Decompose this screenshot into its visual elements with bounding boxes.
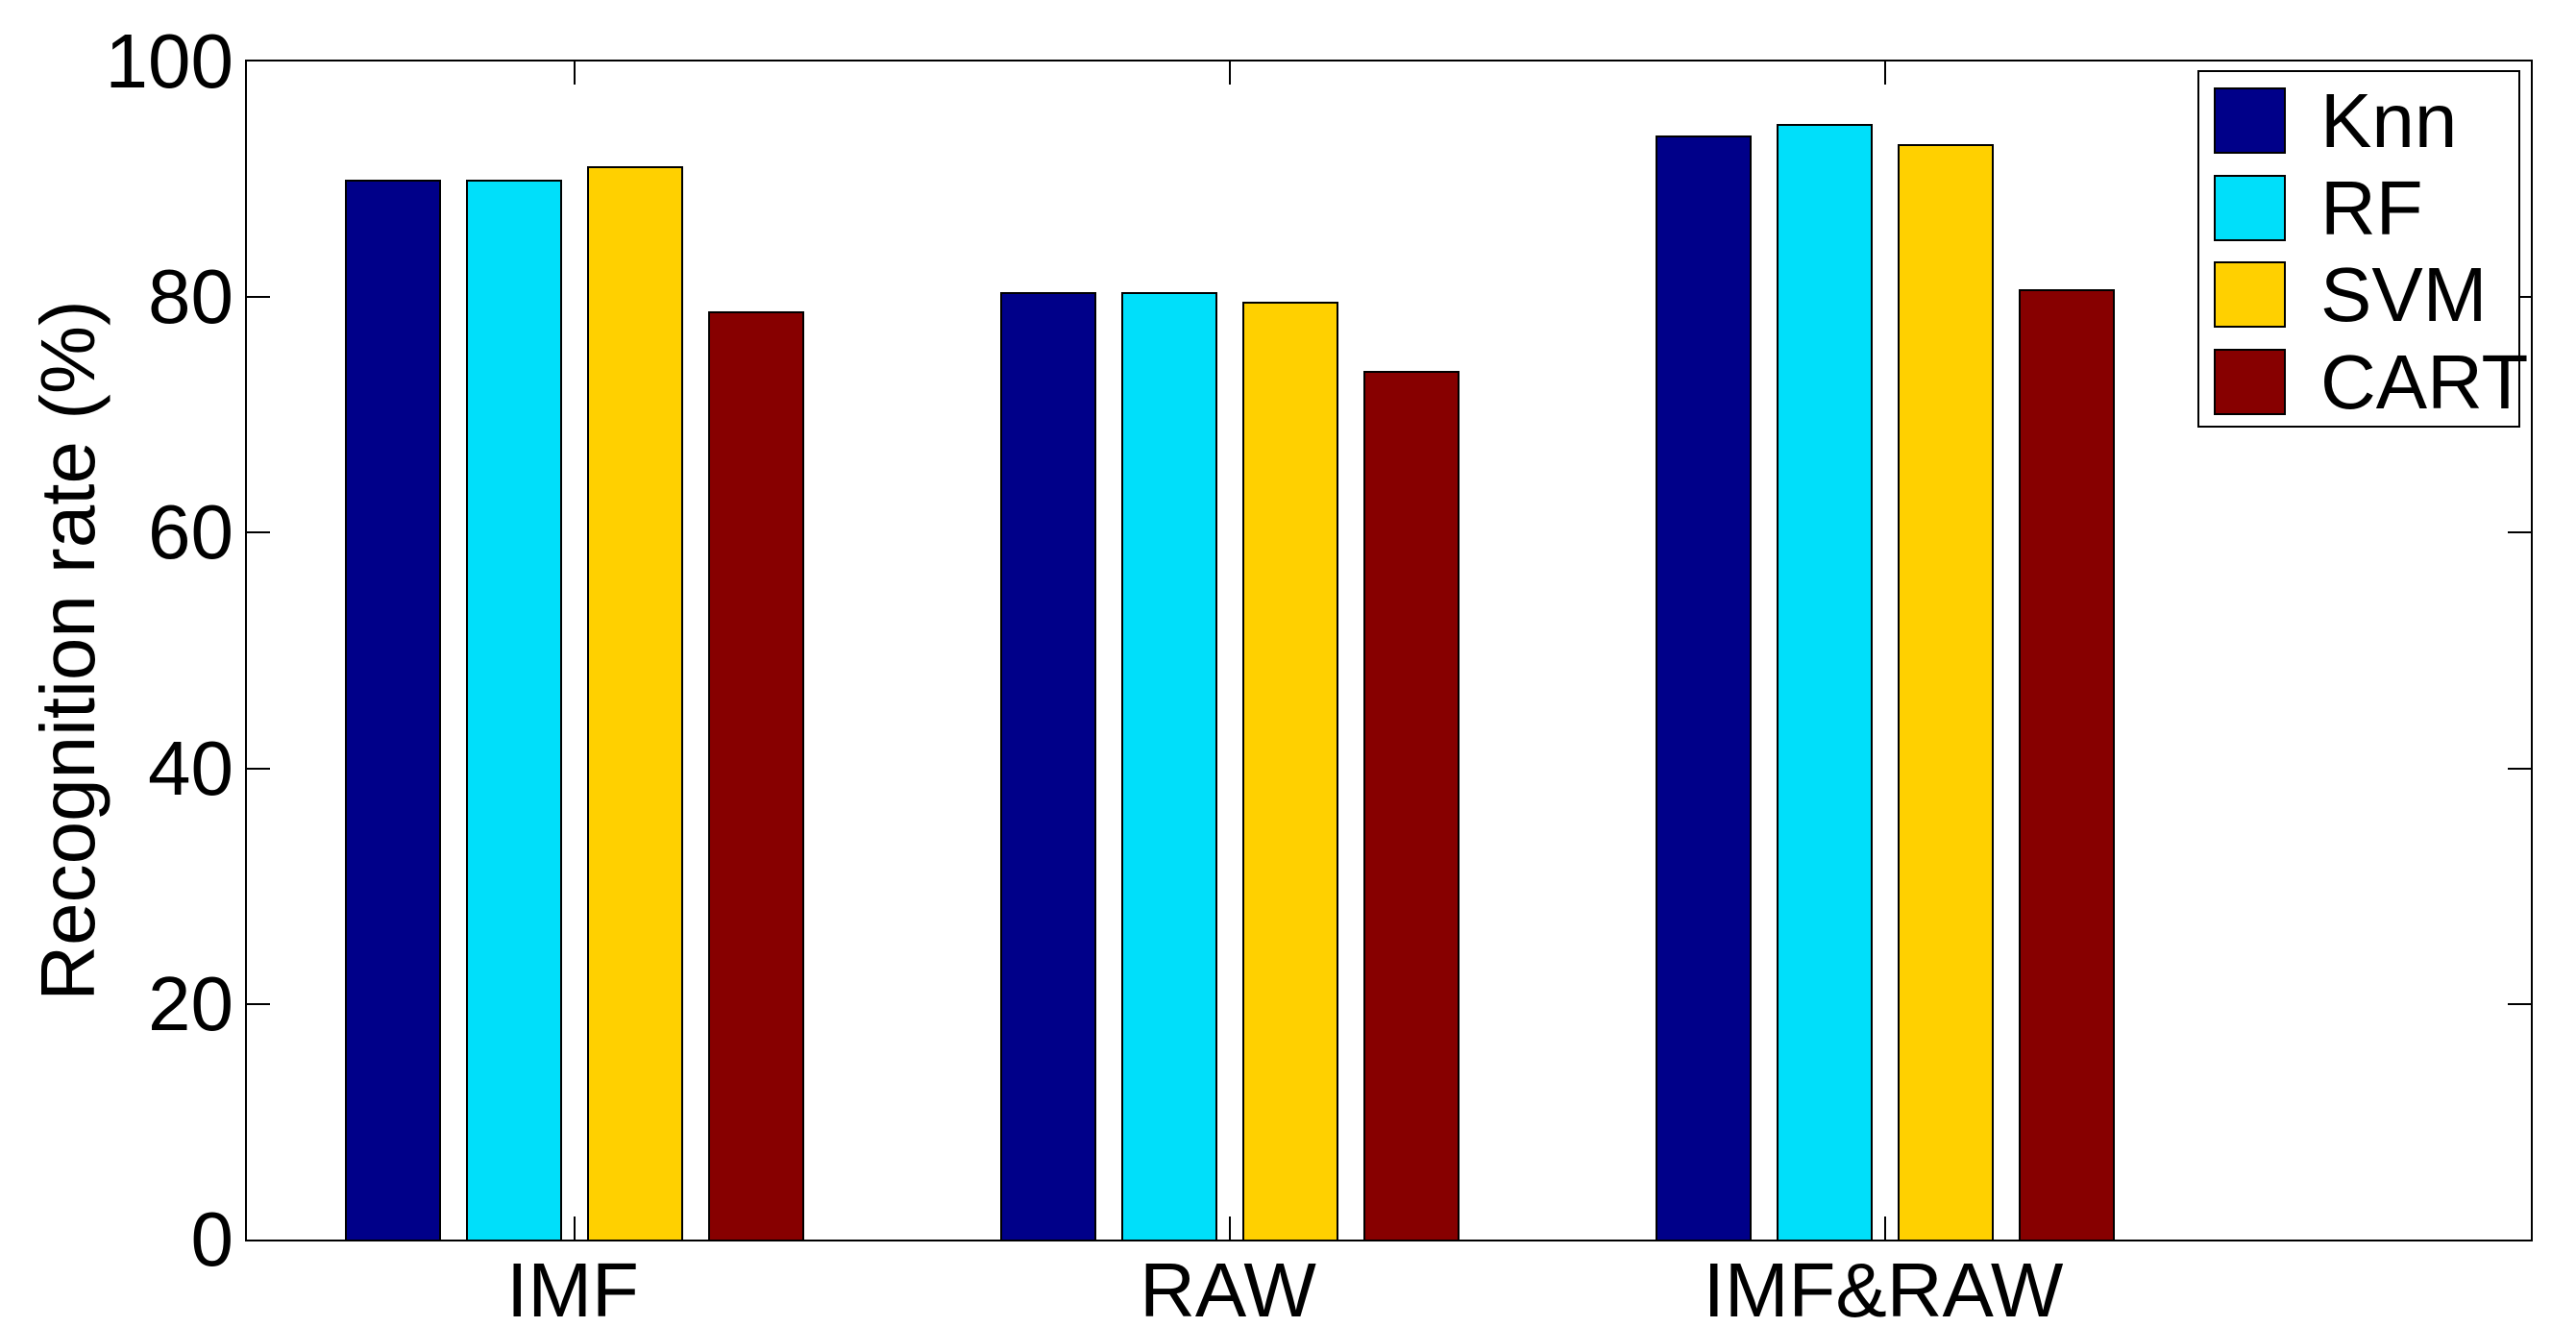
y-axis-label: Recognition rate (%) xyxy=(25,300,110,1001)
bar-svm-imf xyxy=(587,166,683,1240)
bar-knn-imf-raw xyxy=(1656,135,1752,1240)
legend-swatch-knn xyxy=(2214,87,2286,154)
y-tick-left-60 xyxy=(247,531,270,534)
legend-swatch-rf xyxy=(2214,175,2286,241)
y-tick-label-60: 60 xyxy=(148,489,233,576)
bar-cart-imf-raw xyxy=(2019,288,2115,1240)
legend-swatch-cart xyxy=(2214,349,2286,415)
bar-svm-raw xyxy=(1242,302,1338,1240)
y-tick-label-20: 20 xyxy=(148,960,233,1046)
x-tick-label-raw: RAW xyxy=(1140,1247,1316,1327)
legend-swatch-svm xyxy=(2214,261,2286,328)
y-tick-label-0: 0 xyxy=(190,1196,234,1282)
y-tick-left-80 xyxy=(247,296,270,299)
y-tick-right-20 xyxy=(2508,1002,2531,1005)
x-tick-top-raw xyxy=(1229,61,1231,85)
bar-cart-raw xyxy=(1363,371,1460,1240)
legend-label-cart: CART xyxy=(2320,338,2529,425)
y-tick-left-20 xyxy=(247,1002,270,1005)
y-tick-right-40 xyxy=(2508,767,2531,770)
y-tick-left-40 xyxy=(247,767,270,770)
bar-knn-raw xyxy=(1000,292,1096,1240)
plot-area xyxy=(245,60,2533,1241)
bar-svm-imf-raw xyxy=(1898,143,1994,1240)
bar-cart-imf xyxy=(708,310,804,1240)
x-tick-label-imf: IMF xyxy=(506,1247,639,1327)
bar-rf-raw xyxy=(1121,292,1217,1240)
x-tick-bottom-imf xyxy=(574,1216,576,1240)
x-tick-label-imf-raw: IMF&RAW xyxy=(1703,1247,2064,1327)
y-tick-label-80: 80 xyxy=(148,254,233,340)
y-tick-label-100: 100 xyxy=(105,18,233,104)
bar-rf-imf xyxy=(466,179,562,1240)
bar-knn-imf xyxy=(345,179,441,1240)
y-tick-label-40: 40 xyxy=(148,725,233,811)
x-tick-bottom-imf-raw xyxy=(1884,1216,1886,1240)
legend-label-rf: RF xyxy=(2320,164,2423,251)
x-tick-top-imf xyxy=(574,61,576,85)
legend: Knn RF SVM CART xyxy=(2197,70,2528,428)
y-tick-right-60 xyxy=(2508,531,2531,534)
legend-label-knn: Knn xyxy=(2320,77,2458,163)
x-tick-top-imf-raw xyxy=(1884,61,1886,85)
x-tick-bottom-raw xyxy=(1229,1216,1231,1240)
legend-label-svm: SVM xyxy=(2320,251,2488,337)
bar-rf-imf-raw xyxy=(1777,123,1873,1240)
